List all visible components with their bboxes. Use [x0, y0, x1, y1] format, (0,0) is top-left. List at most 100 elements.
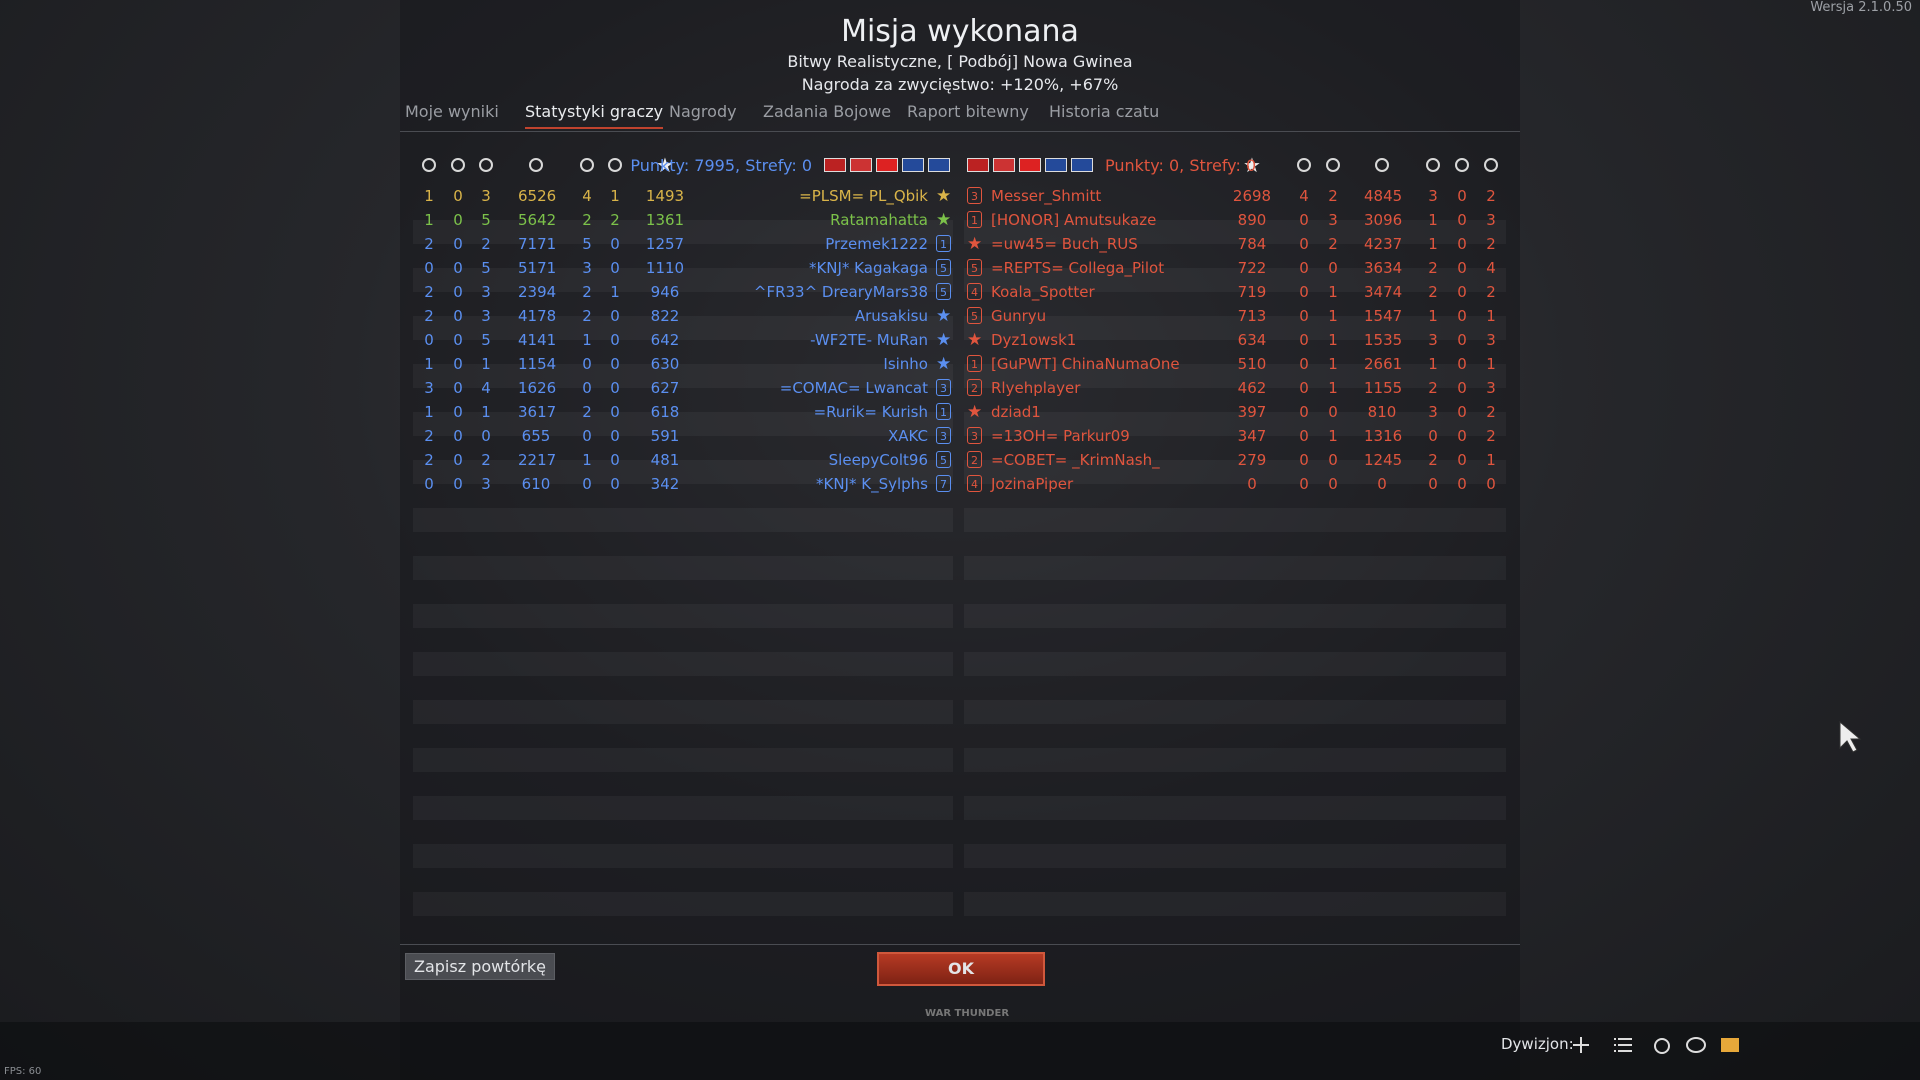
stat-cell: 0 [1457, 283, 1467, 301]
row-stripe [964, 556, 1506, 580]
player-name[interactable]: [GuPWT] ChinaNumaOne [991, 355, 1180, 373]
bottom-icons [1573, 1037, 1739, 1054]
stat-cell: 1 [424, 187, 434, 205]
stat-cell: 630 [650, 355, 680, 373]
stat-cell: 1 [1428, 307, 1438, 325]
player-name[interactable]: XAKC [887, 427, 928, 445]
column-icon [580, 158, 594, 172]
stat-cell: 627 [650, 379, 680, 397]
stat-cell: 2 [1428, 259, 1438, 277]
stat-cell: 0 [1457, 187, 1467, 205]
stat-cell: 1245 [1364, 451, 1403, 469]
chat-icon[interactable] [1686, 1037, 1706, 1053]
player-name[interactable]: =COMAC= Lwancat [779, 379, 928, 397]
stat-cell: 0 [453, 427, 463, 445]
ok-button[interactable]: OK [877, 952, 1045, 986]
stat-cell: 0 [1457, 235, 1467, 253]
rank-badge: 1 [936, 235, 951, 252]
rank-icon: ★ [936, 354, 952, 374]
row-stripe [413, 796, 953, 820]
stat-cell: 0 [453, 187, 463, 205]
stat-cell: 1 [1486, 355, 1496, 373]
column-icon [1375, 158, 1389, 172]
player-name[interactable]: Dyz1owsk1 [991, 331, 1077, 349]
stat-cell: 2698 [1232, 187, 1272, 205]
rank-badge: 1 [967, 355, 982, 372]
stat-cell: 2 [1428, 283, 1438, 301]
tab[interactable]: Nagrody [669, 102, 737, 121]
stat-cell: 4 [1486, 259, 1496, 277]
row-stripe [964, 844, 1506, 868]
stat-cell: 342 [650, 475, 680, 493]
player-name[interactable]: Przemek1222 [825, 235, 928, 253]
tab[interactable]: Zadania Bojowe [763, 102, 892, 121]
stat-cell: 3 [1428, 331, 1438, 349]
stat-cell: 0 [1247, 475, 1257, 493]
column-icon [479, 158, 493, 172]
player-name[interactable]: JozinaPiper [991, 475, 1074, 493]
player-name[interactable]: *KNJ* K_Sylphs [816, 475, 928, 493]
stat-cell: 1 [424, 211, 434, 229]
player-name[interactable]: [HONOR] Amutsukaze [991, 211, 1157, 229]
player-name[interactable]: Gunryu [991, 307, 1047, 325]
stat-cell: 2 [424, 427, 434, 445]
row-stripe [964, 892, 1506, 916]
stat-cell: 2 [582, 211, 592, 229]
stat-cell: 1 [1486, 451, 1496, 469]
player-name[interactable]: =Rurik= Kurish [813, 403, 928, 421]
player-name[interactable]: =13OH= Parkur09 [991, 427, 1130, 445]
tab[interactable]: Raport bitewny [907, 102, 1029, 121]
stat-cell: 1 [610, 283, 620, 301]
stat-cell: 6526 [518, 187, 557, 205]
player-name[interactable]: =PLSM= PL_Qbik [799, 187, 928, 205]
stat-cell: 0 [1299, 379, 1309, 397]
row-stripe [413, 412, 953, 436]
tab[interactable]: Historia czatu [1049, 102, 1160, 121]
stat-cell: 3096 [1364, 211, 1403, 229]
stat-cell: 2 [481, 451, 491, 469]
tab[interactable]: Moje wyniki [405, 102, 499, 121]
friends-icon[interactable] [1654, 1038, 1670, 1054]
stat-cell: 0 [610, 451, 620, 469]
list-icon[interactable] [1614, 1038, 1632, 1052]
stat-cell: 0 [1328, 451, 1338, 469]
row-stripe [413, 556, 953, 580]
stat-cell: 0 [1299, 475, 1309, 493]
player-name[interactable]: Koala_Spotter [991, 283, 1095, 301]
save-replay-button[interactable]: Zapisz powtórkę [405, 953, 555, 980]
player-name[interactable]: =REPTS= Collega_Pilot [991, 259, 1165, 277]
tab[interactable]: Statystyki graczy [525, 102, 664, 129]
player-name[interactable]: Rlyehplayer [991, 379, 1081, 397]
player-name[interactable]: =COBET= _KrimNash_ [991, 451, 1160, 469]
row-stripe [964, 220, 1506, 244]
player-name[interactable]: Arusakisu [854, 307, 928, 325]
mail-icon[interactable] [1721, 1038, 1739, 1052]
player-name[interactable]: -WF2TE- MuRan [810, 331, 928, 349]
stat-cell: 2 [1486, 403, 1496, 421]
player-name[interactable]: SleepyColt96 [828, 451, 928, 469]
player-name[interactable]: Ratamahatta [830, 211, 928, 229]
flag [876, 158, 898, 172]
player-name[interactable]: =uw45= Buch_RUS [991, 235, 1138, 253]
stat-cell: 1154 [518, 355, 557, 373]
stat-cell: 4237 [1364, 235, 1403, 253]
stat-cell: 0 [453, 451, 463, 469]
stat-cell: 2661 [1364, 355, 1403, 373]
player-name[interactable]: ^FR33^ DrearyMars38 [753, 283, 928, 301]
stat-cell: 3634 [1364, 259, 1403, 277]
row-stripe [964, 364, 1506, 388]
stat-cell: 0 [610, 355, 620, 373]
stat-cell: 481 [650, 451, 680, 469]
player-name[interactable]: Messer_Shmitt [991, 187, 1102, 205]
player-name[interactable]: Isinho [883, 355, 928, 373]
rank-icon: ★ [936, 330, 952, 350]
column-icon [422, 158, 436, 172]
separator [400, 131, 1520, 132]
add-icon[interactable] [1573, 1037, 1589, 1053]
stat-cell: 4 [582, 187, 592, 205]
player-name[interactable]: dziad1 [991, 403, 1041, 421]
stat-cell: 2 [1328, 187, 1338, 205]
player-name[interactable]: *KNJ* Kagakaga [808, 259, 928, 277]
stat-cell: 0 [1457, 355, 1467, 373]
stat-cell: 3 [1486, 379, 1496, 397]
